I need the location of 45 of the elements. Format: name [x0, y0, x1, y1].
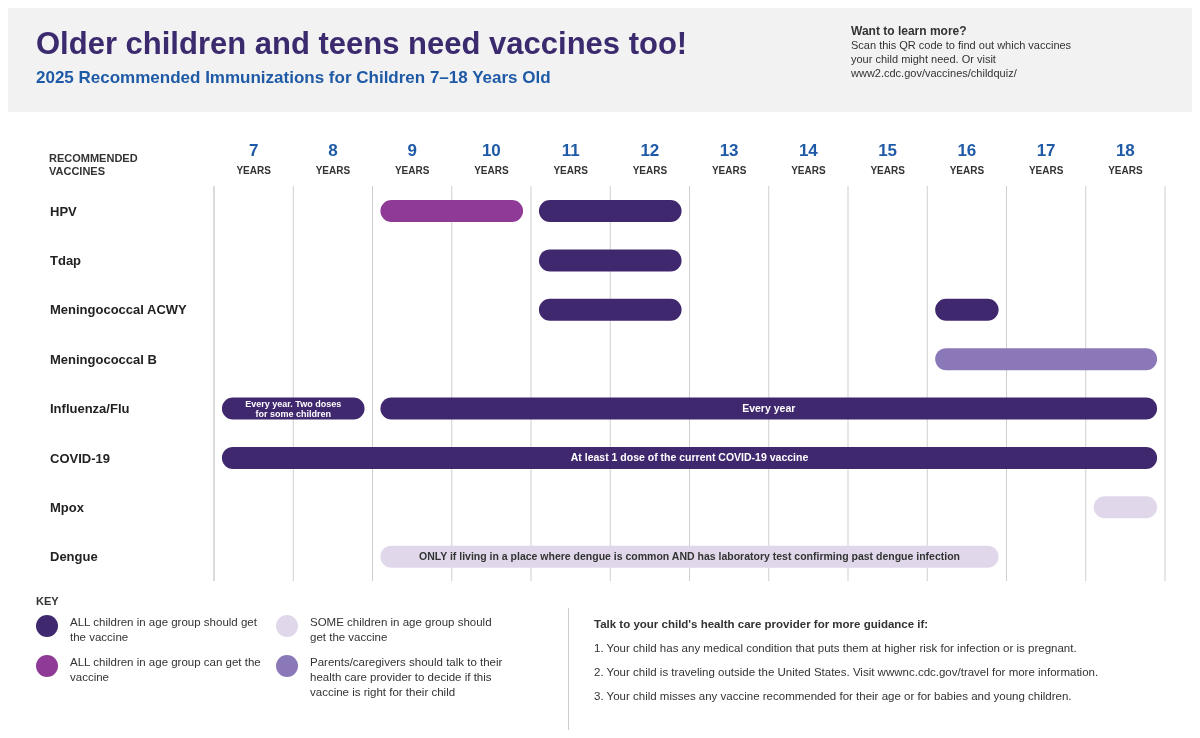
bar [380, 200, 524, 222]
legend-label: ALL children in age group can get the vaccine [70, 655, 262, 685]
x-tick-label: 15 YEARS [870, 141, 906, 176]
bar [538, 249, 682, 272]
legend-label: ALL children in age group should get the vaccine [70, 615, 258, 645]
legend-label: Parents/caregivers should talk to their health care provider to decide if this vaccine is right for their child [310, 655, 504, 700]
y-tick-label: Dengue [50, 549, 98, 565]
x-tick-label: 10 YEARS [474, 141, 509, 176]
data-label: Every year [742, 402, 796, 414]
data-label: At least 1 dose of the current COVID-19 vaccine [570, 451, 809, 464]
y-tick-label: Meningococcal ACWY [50, 302, 188, 318]
y-tick-label: Meningococcal B [50, 351, 157, 367]
text: Scan this QR code to find out which vaccines your child might need. Or visit www2.cdc.gov/vaccines/childquiz/ [851, 38, 1073, 80]
text: 2. Your child is traveling outside the United States. Visit wwwnc.cdc.gov/travel for more information. [594, 666, 1100, 678]
x-tick-label: 16 YEARS [949, 141, 985, 176]
data-label: Every year. Two doses for some children [245, 399, 342, 419]
x-tick-label: 8 YEARS [315, 141, 351, 176]
y-tick-label: Influenza/Flu [50, 401, 130, 417]
y-tick-label: COVID-19 [50, 450, 110, 466]
x-tick-label: 14 YEARS [791, 141, 826, 176]
text: Talk to your child's health care provider for more guidance if: [594, 618, 930, 630]
x-tick-label: 18 YEARS [1108, 141, 1143, 176]
text: 3. Your child misses any vaccine recommended for their age or for babies and young children. [594, 690, 1073, 702]
legend-label: SOME children in age group should get the vaccine [310, 615, 493, 645]
y-tick-label: HPV [50, 203, 78, 219]
bar [538, 200, 682, 222]
bar [538, 298, 682, 321]
bar [221, 446, 1158, 469]
x-tick-label: 7 YEARS [236, 141, 272, 176]
y-axis-title: RECOMMENDED VACCINES [49, 152, 139, 178]
x-tick-label: 11 YEARS [553, 141, 589, 176]
bar [935, 348, 1158, 371]
bar [380, 397, 1158, 420]
text: Want to learn more? [851, 24, 968, 38]
chart-subtitle: 2025 Recommended Immunizations for Children 7–18 Years Old [36, 68, 551, 88]
y-tick-label: Mpox [50, 499, 85, 515]
x-tick-label: 9 YEARS [394, 141, 430, 176]
x-tick-label: 13 YEARS [711, 141, 747, 176]
text: 1. Your child has any medical condition that puts them at higher risk for infection or is pregnant. [594, 642, 1078, 654]
legend-title: KEY [36, 595, 60, 607]
y-tick-label: Tdap [50, 253, 82, 269]
x-tick-label: 17 YEARS [1028, 141, 1064, 176]
data-label: ONLY if living in a place where dengue is common AND has laboratory test confirming past dengue infection [418, 550, 961, 563]
chart-title: Older children and teens need vaccines too! [36, 26, 688, 62]
x-tick-label: 12 YEARS [632, 141, 668, 176]
